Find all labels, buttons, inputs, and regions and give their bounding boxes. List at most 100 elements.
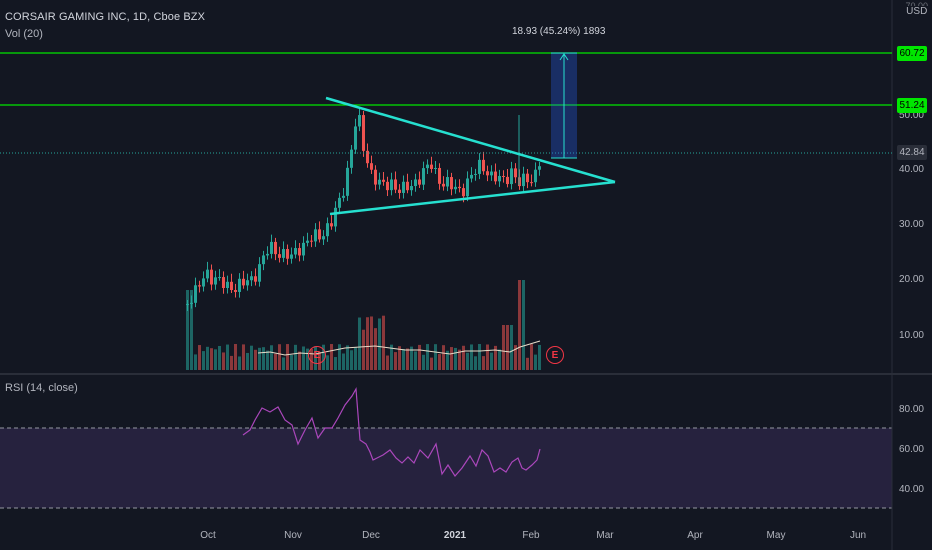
- volume-bar: [430, 357, 433, 370]
- price-tag-current[interactable]: 42.84: [897, 145, 927, 160]
- candlesticks: [186, 107, 541, 311]
- month-label: Mar: [596, 530, 614, 541]
- candle-body: [502, 175, 505, 177]
- price-tag-6072[interactable]: 60.72: [897, 46, 927, 61]
- earnings-marker-icon[interactable]: E: [308, 346, 326, 364]
- volume-bar: [470, 344, 473, 370]
- candle-body: [362, 115, 365, 151]
- volume-bar: [242, 344, 245, 370]
- volume-bar: [362, 329, 365, 370]
- volume-bar: [342, 353, 345, 370]
- month-label: Dec: [362, 530, 380, 541]
- candle-body: [530, 182, 533, 184]
- candle-body: [230, 281, 233, 291]
- currency-label[interactable]: 70.00 USD: [905, 1, 928, 17]
- candle-body: [302, 242, 305, 256]
- candle-body: [534, 169, 537, 183]
- candle-body: [378, 179, 381, 185]
- candle-body: [306, 240, 309, 243]
- candle-body: [262, 255, 265, 265]
- volume-bar: [426, 344, 429, 370]
- triangle-pattern[interactable]: [325, 96, 616, 216]
- volume-bar: [494, 345, 497, 370]
- candle-body: [338, 197, 341, 208]
- volume-bar: [402, 349, 405, 370]
- candle-body: [274, 241, 277, 255]
- candle-body: [466, 178, 469, 197]
- volume-bar: [262, 347, 265, 370]
- candle-body: [250, 276, 253, 281]
- candle-body: [310, 240, 313, 242]
- volume-bar: [274, 353, 277, 370]
- candle-body: [402, 181, 405, 193]
- volume-bar: [190, 290, 193, 370]
- candle-body: [478, 159, 481, 174]
- measure-readout: 18.93 (45.24%) 1893: [512, 26, 606, 37]
- price-range-measure[interactable]: [551, 52, 577, 159]
- volume-bar: [258, 347, 261, 370]
- volume-bar: [506, 325, 509, 370]
- candle-body: [398, 189, 401, 193]
- volume-bar: [450, 347, 453, 370]
- rsi-tick: 60.00: [898, 444, 924, 455]
- month-label: Nov: [284, 530, 302, 541]
- candle-body: [358, 115, 361, 127]
- candle-body: [506, 176, 509, 185]
- volume-bar: [306, 348, 309, 370]
- candle-body: [202, 278, 205, 287]
- candle-body: [350, 149, 353, 168]
- candle-body: [434, 167, 437, 169]
- symbol-title[interactable]: CORSAIR GAMING INC, 1D, Cboe BZX: [5, 11, 206, 23]
- volume-bar: [270, 345, 273, 370]
- candle-body: [510, 168, 513, 185]
- volume-bar: [290, 354, 293, 370]
- rsi-tick: 40.00: [898, 484, 924, 495]
- volume-bar: [346, 345, 349, 370]
- volume-indicator-label[interactable]: Vol (20): [5, 28, 43, 40]
- candle-body: [258, 264, 261, 282]
- candle-body: [190, 302, 193, 304]
- candle-body: [210, 269, 213, 285]
- price-tag-5124[interactable]: 51.24: [897, 98, 927, 113]
- volume-bar: [186, 290, 189, 370]
- candle-body: [482, 159, 485, 172]
- candle-body: [526, 173, 529, 183]
- candle-body: [234, 290, 237, 292]
- volume-bar: [534, 354, 537, 370]
- volume-bar: [350, 350, 353, 370]
- candle-body: [374, 169, 377, 185]
- volume-bar: [238, 356, 241, 370]
- candle-body: [494, 171, 497, 182]
- volume-bar: [250, 345, 253, 370]
- candle-body: [242, 278, 245, 286]
- month-label: Feb: [522, 530, 540, 541]
- price-tick: 20.00: [898, 274, 924, 285]
- price-tick: 10.00: [898, 330, 924, 341]
- volume-bar: [282, 357, 285, 370]
- volume-bar: [390, 344, 393, 370]
- volume-bar: [414, 351, 417, 370]
- volume-bar: [438, 354, 441, 370]
- candle-body: [366, 150, 369, 164]
- rsi-indicator-label[interactable]: RSI (14, close): [5, 382, 78, 394]
- volume-bar: [458, 349, 461, 370]
- volume-bar: [478, 344, 481, 370]
- volume-bar: [286, 344, 289, 370]
- candle-body: [238, 278, 241, 292]
- earnings-marker-icon[interactable]: E: [546, 346, 564, 364]
- volume-bar: [466, 352, 469, 370]
- year-label: 2021: [443, 530, 467, 541]
- volume-bar: [382, 315, 385, 370]
- price-tick-partial: 50.00: [898, 110, 924, 121]
- volume-bar: [490, 352, 493, 370]
- candle-body: [430, 164, 433, 169]
- volume-bar: [194, 354, 197, 370]
- candle-body: [282, 249, 285, 258]
- volume-bar: [222, 352, 225, 370]
- candle-body: [294, 248, 297, 255]
- candle-body: [326, 223, 329, 237]
- volume-bar: [202, 351, 205, 370]
- volume-bar: [218, 345, 221, 370]
- volume-bar: [482, 356, 485, 370]
